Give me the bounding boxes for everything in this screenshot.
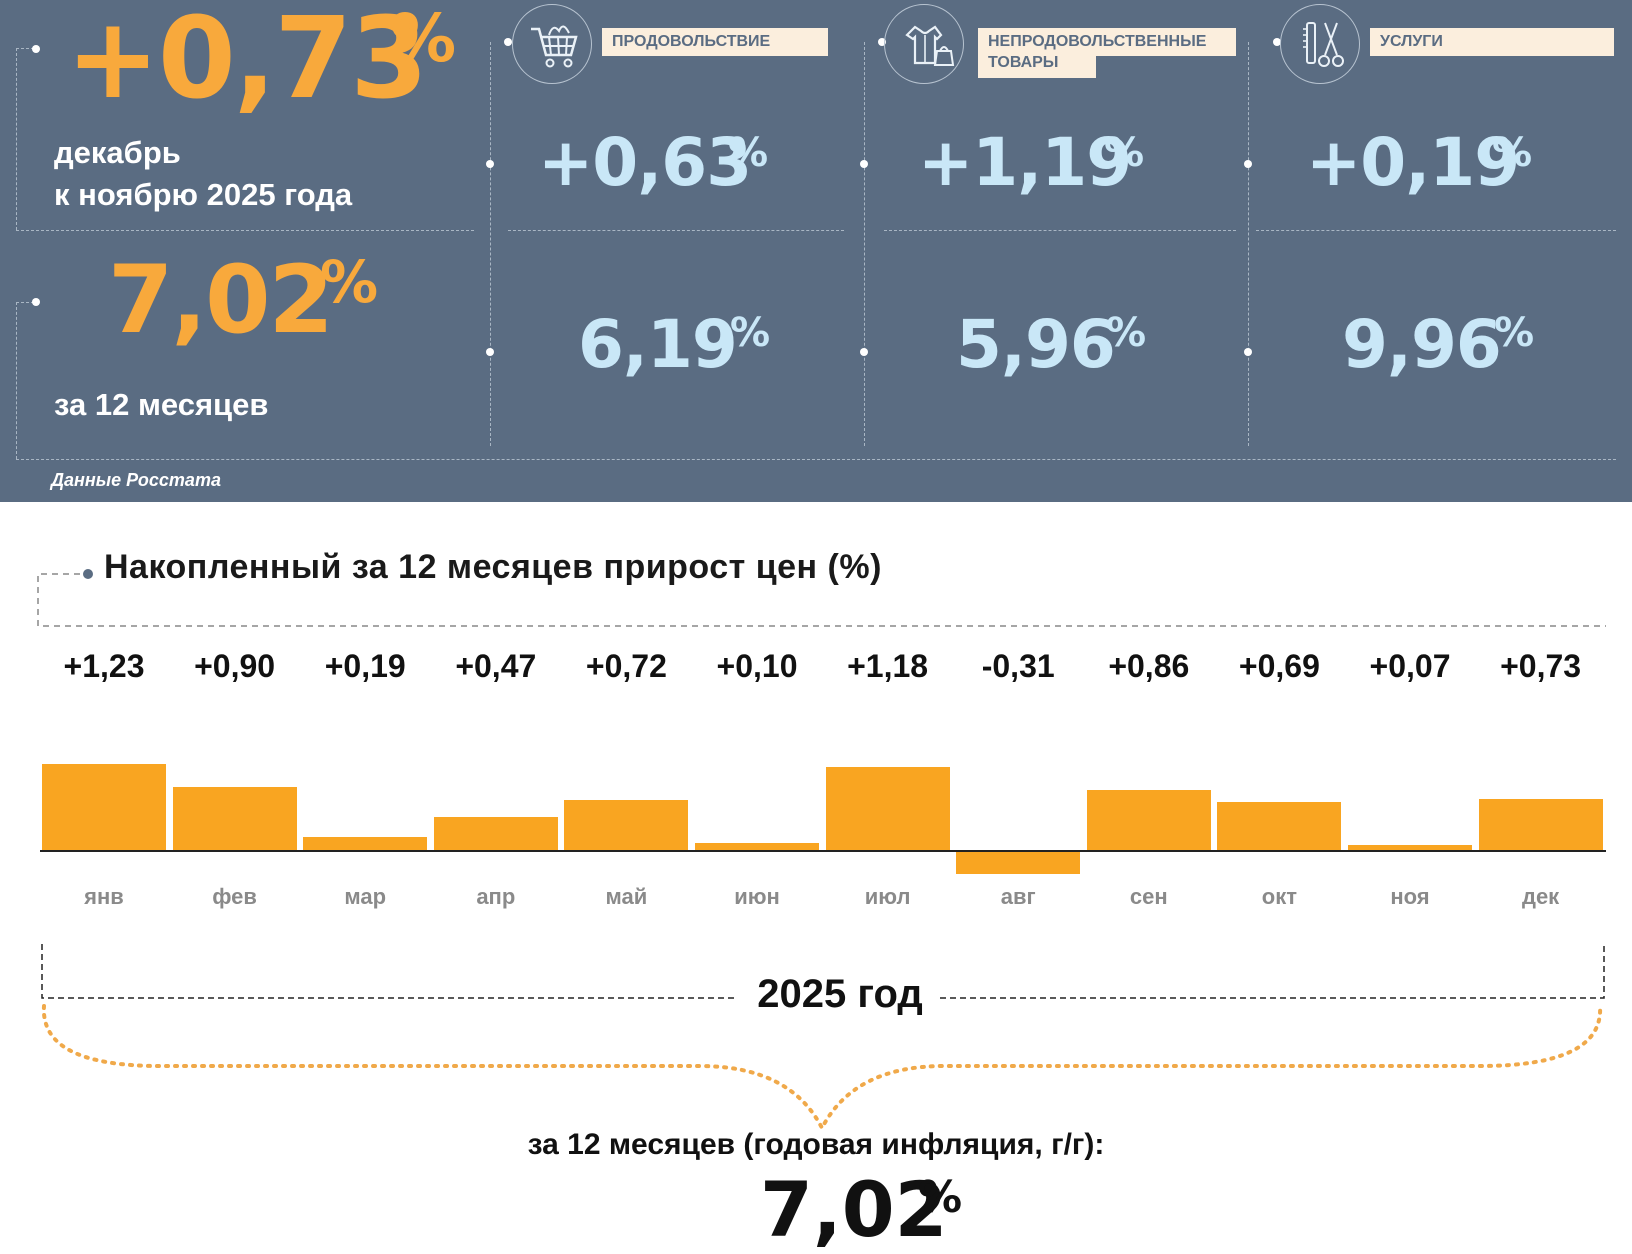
value-label-дек: +0,73: [1500, 648, 1582, 684]
period-label: 2025 год: [740, 972, 940, 1017]
monthly-caption-line2: к ноябрю 2025 года: [54, 177, 353, 212]
nonfood-monthly-value: +1,19: [918, 124, 1132, 201]
category-label-food: ПРОДОВОЛЬСТВИЕ: [602, 28, 828, 56]
month-label-фев: фев: [212, 884, 257, 909]
value-label-авг: -0,31: [981, 648, 1055, 684]
food-monthly-value: +0,63: [538, 124, 752, 201]
bar-авг: [956, 852, 1081, 874]
month-label-янв: янв: [84, 884, 124, 909]
month-label-ноя: ноя: [1390, 884, 1430, 909]
value-label-янв: +1,23: [63, 648, 145, 684]
food-annual-unit: %: [730, 310, 771, 356]
value-label-июл: +1,18: [847, 648, 929, 684]
clothing-bag-icon: [884, 4, 964, 84]
value-label-июн: +0,10: [716, 648, 798, 684]
bar-апр: [433, 817, 558, 850]
value-label-ноя: +0,07: [1369, 648, 1451, 684]
monthly-inflation-unit: %: [390, 0, 457, 77]
month-label-мар: мар: [344, 884, 387, 909]
services-annual-value: 9,96: [1342, 306, 1502, 383]
food-annual-value: 6,19: [578, 306, 738, 383]
month-label-окт: окт: [1261, 884, 1297, 909]
bar-ноя: [1348, 845, 1472, 850]
category-label-services: УСЛУГИ: [1370, 28, 1614, 56]
nonfood-annual-unit: %: [1106, 310, 1147, 356]
food-monthly-unit: %: [728, 130, 769, 176]
month-label-июн: июн: [734, 884, 780, 909]
services-annual-unit: %: [1494, 310, 1535, 356]
chart-baseline: [40, 850, 1606, 852]
services-monthly-value: +0,19: [1306, 124, 1520, 201]
bar-фев: [172, 787, 297, 850]
annual-inflation-value: 7,02: [108, 246, 334, 355]
services-monthly-unit: %: [1492, 130, 1533, 176]
value-label-фев: +0,90: [194, 648, 276, 684]
monthly-caption-line1: декабрь: [54, 135, 181, 170]
value-label-окт: +0,69: [1238, 648, 1320, 684]
nonfood-monthly-unit: %: [1104, 130, 1145, 176]
bar-июл: [825, 767, 950, 850]
monthly-inflation-value: +0,73: [66, 0, 428, 124]
bar-окт: [1217, 801, 1342, 850]
comb-scissors-icon: [1280, 4, 1360, 84]
value-label-сен: +0,86: [1108, 648, 1190, 684]
annual-caption: за 12 месяцев: [54, 387, 269, 422]
bar-июн: [695, 843, 819, 850]
bar-сен: [1086, 789, 1211, 850]
month-label-апр: апр: [476, 884, 516, 909]
annual-summary-caption: за 12 месяцев (годовая инфляция, г/г):: [527, 1128, 1105, 1161]
bar-дек: [1478, 798, 1603, 850]
month-label-май: май: [605, 884, 648, 909]
value-label-май: +0,72: [585, 648, 667, 684]
bar-мар: [303, 836, 428, 850]
annual-inflation-unit: %: [320, 248, 379, 316]
bar-янв: [42, 763, 166, 850]
annual-summary-unit: %: [918, 1172, 963, 1223]
shopping-cart-icon: [512, 4, 592, 84]
nonfood-annual-value: 5,96: [956, 306, 1116, 383]
month-label-июл: июл: [864, 884, 911, 909]
bar-май: [564, 799, 689, 850]
month-label-дек: дек: [1521, 884, 1560, 909]
category-label-nonfood-line1: НЕПРОДОВОЛЬСТВЕННЫЕ: [978, 28, 1236, 56]
summary-panel: +0,73 % декабрь к ноябрю 2025 года 7,02 …: [0, 0, 1632, 502]
category-label-nonfood-line2: ТОВАРЫ: [978, 52, 1096, 78]
chart-title: Накопленный за 12 месяцев прирост цен (%…: [104, 548, 882, 586]
month-label-авг: авг: [1000, 884, 1036, 909]
source-note: Данные Росстата: [51, 470, 221, 490]
value-label-мар: +0,19: [324, 648, 406, 684]
month-label-сен: сен: [1129, 884, 1168, 909]
value-label-апр: +0,47: [455, 648, 537, 684]
